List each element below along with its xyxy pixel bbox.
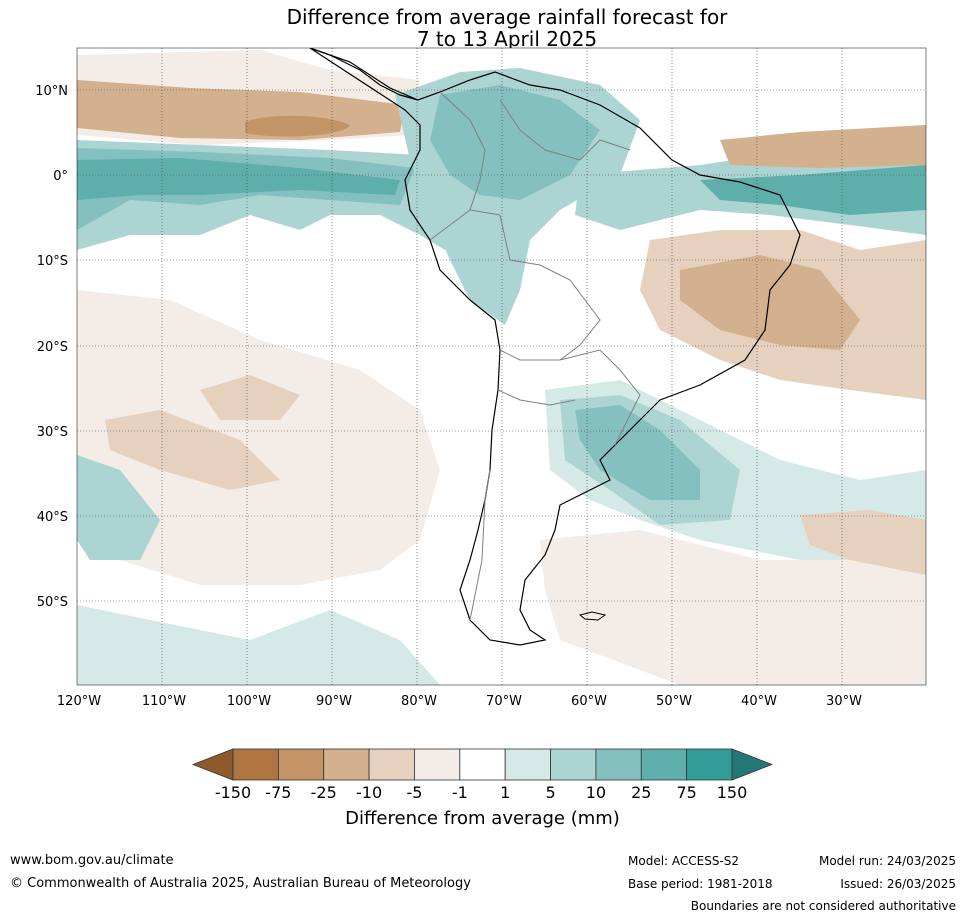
footer-issued: Issued: 26/03/2025 (840, 877, 956, 891)
colorbar-tick-label: -25 (310, 783, 337, 802)
colorbar-segment (504, 748, 551, 781)
dry-region-south-atlantic (540, 530, 926, 685)
lat-label: 10°S (37, 254, 68, 269)
lon-label: 50°W (656, 694, 692, 709)
colorbar-tick-label: 150 (716, 783, 748, 802)
lon-label: 110°W (142, 694, 186, 709)
footer-disclaimer: Boundaries are not considered authoritat… (690, 899, 956, 913)
lat-label: 0° (53, 169, 68, 184)
dry-region-south-atlantic-mid (800, 510, 926, 575)
chart-title-line1: Difference from average rainfall forecas… (286, 5, 728, 29)
lat-label: 50°S (37, 595, 68, 610)
colorbar-segment (277, 748, 325, 781)
colorbar-segment (550, 748, 597, 781)
wet-region-amazon-core (430, 85, 600, 200)
lat-label: 10°N (35, 84, 68, 99)
footer-model: Model: ACCESS-S2 (628, 854, 740, 868)
dry-region-south-pacific (77, 290, 440, 585)
lat-label: 20°S (37, 340, 68, 355)
colorbar-tick-label: 75 (676, 783, 697, 802)
colorbar-segment (640, 748, 688, 781)
colorbar-tick-label: 5 (545, 783, 556, 802)
lon-label: 30°W (826, 694, 862, 709)
wet-region-equatorial-core (77, 158, 400, 200)
lon-label: 40°W (741, 694, 777, 709)
lon-label: 120°W (57, 694, 101, 709)
colorbar-tick-label: -1 (451, 783, 468, 802)
colorbar (191, 748, 774, 781)
colorbar-tick-label: -150 (214, 783, 252, 802)
lat-label: 30°S (37, 425, 68, 440)
lon-label: 60°W (571, 694, 607, 709)
latitude-labels: 10°N 0° 10°S 20°S 30°S 40°S 50°S (35, 84, 68, 610)
lat-label: 40°S (37, 510, 68, 525)
country-borders (429, 91, 641, 621)
dry-region-south-pacific-mid (105, 410, 280, 490)
colorbar-tick-label: -10 (356, 783, 383, 802)
wet-region-southern-ocean (77, 605, 440, 685)
map-frame (76, 47, 927, 686)
lon-label: 90°W (316, 694, 352, 709)
colorbar-tick-label: -5 (406, 783, 423, 802)
colorbar-segment (686, 748, 733, 781)
colorbar-extend-low (191, 748, 234, 781)
colorbar-segment (368, 748, 415, 781)
footer-model-run: Model run: 24/03/2025 (818, 854, 956, 868)
graticule (77, 48, 926, 685)
lon-label: 70°W (486, 694, 522, 709)
colorbar-segment (414, 748, 461, 781)
colorbar-tick-label: 25 (631, 783, 652, 802)
footer-url: www.bom.gov.au/climate (10, 853, 174, 868)
colorbar-segment (232, 748, 279, 781)
lon-label: 100°W (227, 694, 271, 709)
wet-region-la-plata-core (575, 405, 700, 500)
central-america-coastline (309, 48, 419, 101)
footer-copyright: © Commonwealth of Australia 2025, Austra… (10, 876, 471, 891)
lon-label: 80°W (401, 694, 437, 709)
wet-region-atlantic-core (700, 165, 926, 215)
colorbar-segment (323, 748, 370, 781)
dry-region-south-pacific-mid2 (200, 375, 300, 420)
dry-region-brazil-core (680, 255, 860, 350)
south-america-coastline (309, 48, 801, 646)
colorbar-segment (595, 748, 642, 781)
colorbar-tick-label: -75 (265, 783, 292, 802)
falkland-islands (578, 611, 607, 621)
dry-region-north-pacific-core (245, 115, 350, 137)
colorbar-label: Difference from average (mm) (345, 808, 620, 829)
colorbar-segment (459, 748, 506, 781)
wet-region-southwest-pacific (77, 455, 160, 560)
colorbar-extend-high (731, 748, 774, 781)
footer-base-period: Base period: 1981-2018 (628, 877, 773, 891)
chart-title-line2: 7 to 13 April 2025 (416, 27, 598, 51)
colorbar-tick-label: 10 (585, 783, 607, 802)
colorbar-tick-label: 1 (500, 783, 511, 802)
map-area (77, 48, 926, 685)
longitude-labels: 120°W 110°W 100°W 90°W 80°W 70°W 60°W 50… (57, 694, 862, 709)
dry-region-north-atlantic (720, 125, 926, 168)
